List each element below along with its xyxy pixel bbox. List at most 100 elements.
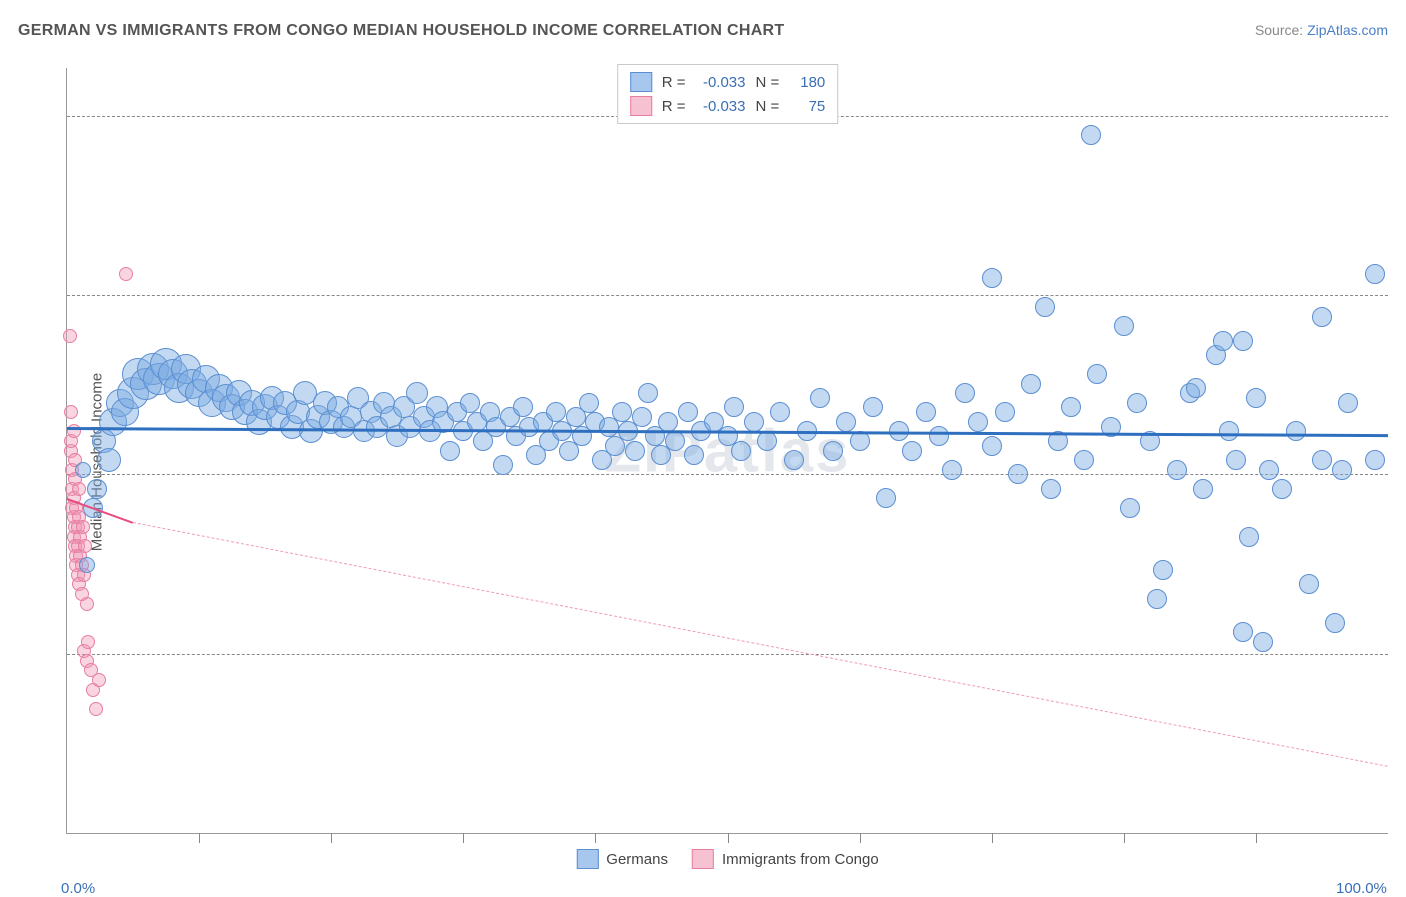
legend-congo-label: Immigrants from Congo [722, 851, 879, 868]
data-point [1246, 388, 1266, 408]
data-point [810, 388, 830, 408]
data-point [982, 436, 1002, 456]
data-point [823, 441, 843, 461]
data-point [1365, 450, 1385, 470]
legend-germans-label: Germans [606, 851, 668, 868]
data-point [1041, 479, 1061, 499]
data-point [1325, 613, 1345, 633]
data-point [1272, 479, 1292, 499]
data-point [87, 479, 107, 499]
legend-n-label: N = [756, 98, 780, 115]
scatter-plot: ZIPatlas R = -0.033 N = 180 R = -0.033 N… [66, 68, 1388, 834]
legend-r-label: R = [662, 74, 686, 91]
data-point [724, 397, 744, 417]
data-point [1153, 560, 1173, 580]
source-attribution: Source: ZipAtlas.com [1255, 22, 1388, 38]
legend-item-germans: Germans [576, 849, 668, 869]
data-point [97, 448, 121, 472]
data-point [1299, 574, 1319, 594]
data-point [757, 431, 777, 451]
data-point [460, 393, 480, 413]
y-tick-label: $112,500 [1396, 287, 1406, 304]
data-point [836, 412, 856, 432]
data-point [1081, 125, 1101, 145]
data-point [678, 402, 698, 422]
gridline-h [67, 474, 1388, 475]
data-point [1021, 374, 1041, 394]
x-tick [728, 833, 729, 843]
legend-stats-box: R = -0.033 N = 180 R = -0.033 N = 75 [617, 64, 839, 124]
x-tick [1124, 833, 1125, 843]
data-point [1213, 331, 1233, 351]
x-tick [595, 833, 596, 843]
data-point [625, 441, 645, 461]
swatch-congo-icon [630, 96, 652, 116]
data-point [1127, 393, 1147, 413]
data-point [632, 407, 652, 427]
trend-line [133, 522, 1388, 767]
legend-series-box: Germans Immigrants from Congo [576, 849, 878, 869]
data-point [684, 445, 704, 465]
chart-title: GERMAN VS IMMIGRANTS FROM CONGO MEDIAN H… [18, 22, 784, 40]
x-tick [331, 833, 332, 843]
chart-container: Median Household Income ZIPatlas R = -0.… [18, 50, 1388, 874]
data-point [81, 635, 95, 649]
source-prefix: Source: [1255, 22, 1307, 38]
data-point [1338, 393, 1358, 413]
x-tick [992, 833, 993, 843]
x-tick [1256, 833, 1257, 843]
data-point [1147, 589, 1167, 609]
source-link[interactable]: ZipAtlas.com [1307, 22, 1388, 38]
data-point [119, 267, 133, 281]
data-point [982, 268, 1002, 288]
legend-congo-r-value: -0.033 [696, 98, 746, 115]
x-tick [463, 833, 464, 843]
data-point [1239, 527, 1259, 547]
data-point [665, 431, 685, 451]
x-tick-label: 100.0% [1336, 880, 1387, 897]
legend-item-congo: Immigrants from Congo [692, 849, 879, 869]
data-point [513, 397, 533, 417]
y-tick-label: $37,500 [1396, 645, 1406, 662]
data-point [658, 412, 678, 432]
data-point [1061, 397, 1081, 417]
y-tick-label: $150,000 [1396, 107, 1406, 124]
swatch-germans-icon [630, 72, 652, 92]
gridline-h [67, 654, 1388, 655]
data-point [770, 402, 790, 422]
y-tick-label: $75,000 [1396, 466, 1406, 483]
data-point [76, 520, 90, 534]
data-point [406, 382, 428, 404]
data-point [942, 460, 962, 480]
data-point [1233, 331, 1253, 351]
data-point [1074, 450, 1094, 470]
data-point [638, 383, 658, 403]
legend-r-label: R = [662, 98, 686, 115]
data-point [1312, 450, 1332, 470]
legend-n-label: N = [756, 74, 780, 91]
data-point [79, 557, 95, 573]
data-point [916, 402, 936, 422]
data-point [1259, 460, 1279, 480]
data-point [1087, 364, 1107, 384]
data-point [1233, 622, 1253, 642]
legend-germans-n-value: 180 [789, 74, 825, 91]
x-tick-label: 0.0% [61, 880, 95, 897]
legend-stats-row-congo: R = -0.033 N = 75 [630, 94, 826, 118]
legend-stats-row-germans: R = -0.033 N = 180 [630, 70, 826, 94]
data-point [1193, 479, 1213, 499]
data-point [75, 462, 91, 478]
data-point [63, 329, 77, 343]
data-point [92, 673, 106, 687]
data-point [902, 441, 922, 461]
data-point [784, 450, 804, 470]
data-point [546, 402, 566, 422]
data-point [863, 397, 883, 417]
data-point [876, 488, 896, 508]
data-point [1226, 450, 1246, 470]
data-point [612, 402, 632, 422]
swatch-germans-icon [576, 849, 598, 869]
gridline-h [67, 295, 1388, 296]
data-point [955, 383, 975, 403]
data-point [89, 702, 103, 716]
